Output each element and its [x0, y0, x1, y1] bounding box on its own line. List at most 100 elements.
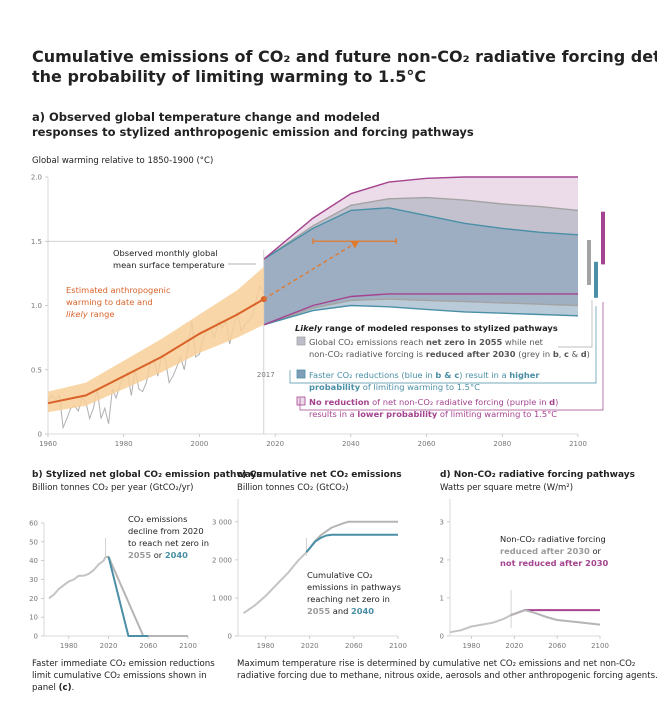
y-tick-label: 0 — [440, 633, 444, 641]
x-tick-label: 2000 — [191, 440, 209, 448]
y-tick-label: 10 — [29, 614, 38, 622]
text-segment: (grey in — [516, 349, 553, 359]
x-tick-label: 1980 — [60, 642, 78, 650]
series-line — [449, 614, 512, 634]
legend-swatch — [296, 396, 306, 406]
text-segment: radiative forcing due to methane, nitrou… — [237, 671, 657, 681]
x-tick-label: 1980 — [463, 642, 481, 650]
annotation: decline from 2020 — [128, 526, 204, 536]
text-segment: Faster CO₂ reductions (blue in — [309, 370, 435, 380]
annotation: Cumulative CO₂ — [307, 570, 373, 580]
footnote: panel (c). — [32, 683, 74, 693]
y-tick-label: 2 000 — [212, 556, 232, 564]
connector — [289, 306, 597, 384]
text-segment: of net non-CO₂ radiative forcing (purple… — [369, 397, 549, 407]
series-line — [105, 555, 188, 637]
pathway-edge — [263, 293, 578, 326]
text-segment: of limiting warming to 1.5°C — [437, 409, 557, 419]
x-tick-label: 2100 — [591, 642, 609, 650]
text-segment: reduced after 2030 — [426, 349, 516, 359]
text-segment: reaching net zero in — [307, 594, 390, 604]
panel-title: responses to stylized anthropogenic emis… — [32, 125, 474, 139]
annotation: emissions in pathways — [307, 582, 401, 592]
legend-entry: No reduction of net non-CO₂ radiative fo… — [309, 397, 558, 407]
y-tick-label: 2.0 — [31, 174, 42, 182]
x-tick-label: 2020 — [301, 642, 319, 650]
text-segment: & — [569, 349, 581, 359]
x-tick-label: 2060 — [548, 642, 566, 650]
series-line — [242, 551, 308, 615]
text-segment: Faster immediate CO₂ emission reductions — [32, 659, 215, 669]
series-line — [48, 556, 107, 600]
text-segment: ) result in a — [459, 370, 509, 380]
text-segment: ) — [555, 397, 558, 407]
annotation: CO₂ emissions — [128, 514, 187, 524]
text-segment: (c) — [59, 683, 72, 693]
x-tick-label: 2080 — [493, 440, 511, 448]
y-tick-label: 1.0 — [31, 302, 42, 310]
y-tick-label: 3 000 — [212, 518, 232, 526]
text-segment: . — [72, 683, 75, 693]
text-segment: Likely — [295, 323, 323, 333]
x-tick-label: 2060 — [345, 642, 363, 650]
text-segment: Cumulative CO₂ — [307, 570, 373, 580]
series-line — [510, 609, 601, 626]
legend-entry: probability of limiting warming to 1.5°C — [309, 382, 480, 392]
connector — [558, 300, 593, 348]
figure-title: the probability of limiting warming to 1… — [32, 67, 426, 86]
text-segment: 2040 — [165, 550, 188, 560]
text-segment: No reduction — [309, 397, 370, 407]
x-tick-label: 1980 — [115, 440, 133, 448]
y-tick-label: 1 — [440, 594, 444, 602]
text-segment: to reach net zero in — [128, 538, 209, 548]
annotation: 2055 and 2040 — [307, 606, 374, 616]
text-segment: 2055 — [307, 606, 330, 616]
y-tick-label: 2 — [440, 556, 444, 564]
text-segment: not reduced after 2030 — [500, 558, 608, 568]
annotation: not reduced after 2030 — [500, 558, 608, 568]
text-segment: probability — [309, 382, 361, 392]
y-tick-label: 0 — [228, 633, 232, 641]
text-segment: 2055 — [128, 550, 151, 560]
text-segment: responses to stylized anthropogenic emis… — [32, 125, 474, 139]
text-segment: lower probability — [357, 409, 438, 419]
connector — [299, 302, 604, 411]
text-segment: net zero in 2055 — [426, 337, 502, 347]
projection-arrow — [263, 240, 360, 300]
y-tick-label: 60 — [29, 520, 38, 528]
axis-title: Billion tonnes CO₂ (GtCO₂) — [237, 483, 349, 493]
text-segment: of limiting warming to 1.5°C — [360, 382, 480, 392]
legend-title: Likely range of modeled responses to sty… — [295, 323, 558, 333]
text-segment: reduced after 2030 — [500, 546, 590, 556]
text-segment: the probability of limiting warming to 1… — [32, 67, 426, 86]
pathway-edge — [263, 298, 579, 326]
marker-year-label: 2017 — [257, 371, 275, 379]
panel-title: a) Observed global temperature change an… — [32, 110, 380, 124]
annotation: Observed monthly global — [113, 248, 218, 258]
axis-title: Watts per square metre (W/m²) — [440, 483, 573, 493]
text-segment: b — [553, 349, 559, 359]
text-segment: 2040 — [351, 606, 374, 616]
y-tick-label: 1 000 — [212, 594, 232, 602]
text-segment: Observed monthly global — [113, 248, 218, 258]
annotation: Non-CO₂ radiative forcing — [500, 534, 606, 544]
anthropogenic-line — [47, 298, 265, 405]
text-segment: likely — [66, 309, 88, 319]
legend-swatch — [296, 336, 306, 346]
text-segment: while net — [502, 337, 543, 347]
y-tick-label: 0.5 — [31, 366, 42, 374]
axis-title: Global warming relative to 1850-1900 (°C… — [32, 156, 213, 166]
footnote: Maximum temperature rise is determined b… — [237, 659, 635, 669]
text-segment: non-CO₂ radiative forcing is — [309, 349, 426, 359]
text-segment: Global CO₂ emissions reach — [309, 337, 426, 347]
text-segment: c) Cumulative net CO₂ emissions — [237, 470, 402, 480]
footnote: Faster immediate CO₂ emission reductions — [32, 659, 215, 669]
panel-title: b) Stylized net global CO₂ emission path… — [32, 470, 262, 480]
annotation: to reach net zero in — [128, 538, 209, 548]
x-tick-label: 1980 — [257, 642, 275, 650]
pathway-edge — [263, 207, 579, 260]
legend-entry: non-CO₂ radiative forcing is reduced aft… — [309, 349, 590, 359]
series-line — [305, 533, 398, 553]
text-segment: Cumulative emissions of CO₂ and future n… — [32, 47, 657, 66]
